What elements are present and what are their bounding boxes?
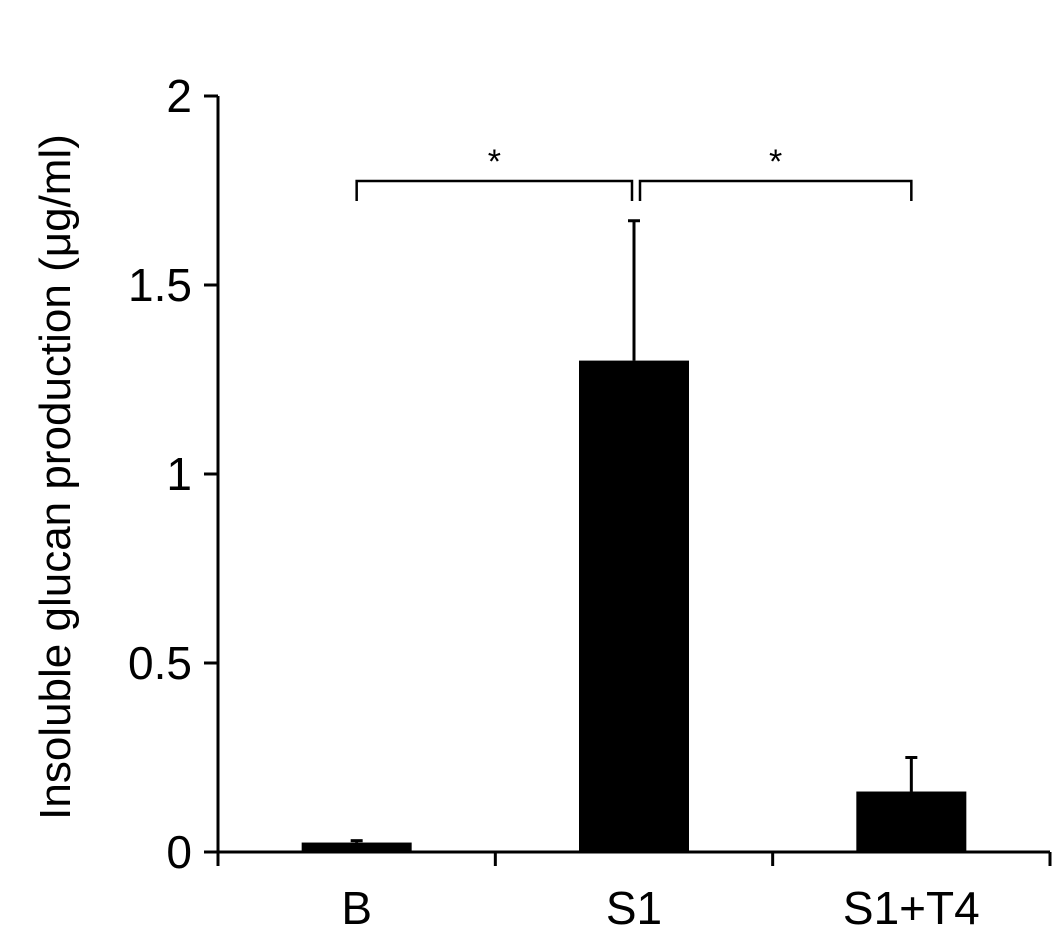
significance-bracket [355,179,634,201]
chart-labels: 0 0.5 1 1.5 2 B S1 S1+T4 * * [128,70,980,934]
y-tick-label: 2 [166,70,192,122]
error-bars [350,219,918,843]
bar-s1 [579,360,689,852]
bar-s1-t4 [856,791,967,852]
significance-star: * [488,143,501,181]
significance-brackets [355,179,913,201]
y-tick-label: 0 [166,826,192,878]
x-tick-label: S1 [606,882,662,934]
significance-bracket [638,179,913,201]
x-tick-label: S1+T4 [843,882,980,934]
y-tick-label: 1 [166,448,192,500]
y-tick-label: 1.5 [128,259,192,311]
bar-b [301,842,412,852]
y-tick-label: 0.5 [128,637,192,689]
chart-bars [301,360,967,852]
x-tick-label: B [341,882,372,934]
y-axis-label: Insoluble glucan production (μg/ml) [31,134,80,820]
significance-star: * [769,143,782,181]
